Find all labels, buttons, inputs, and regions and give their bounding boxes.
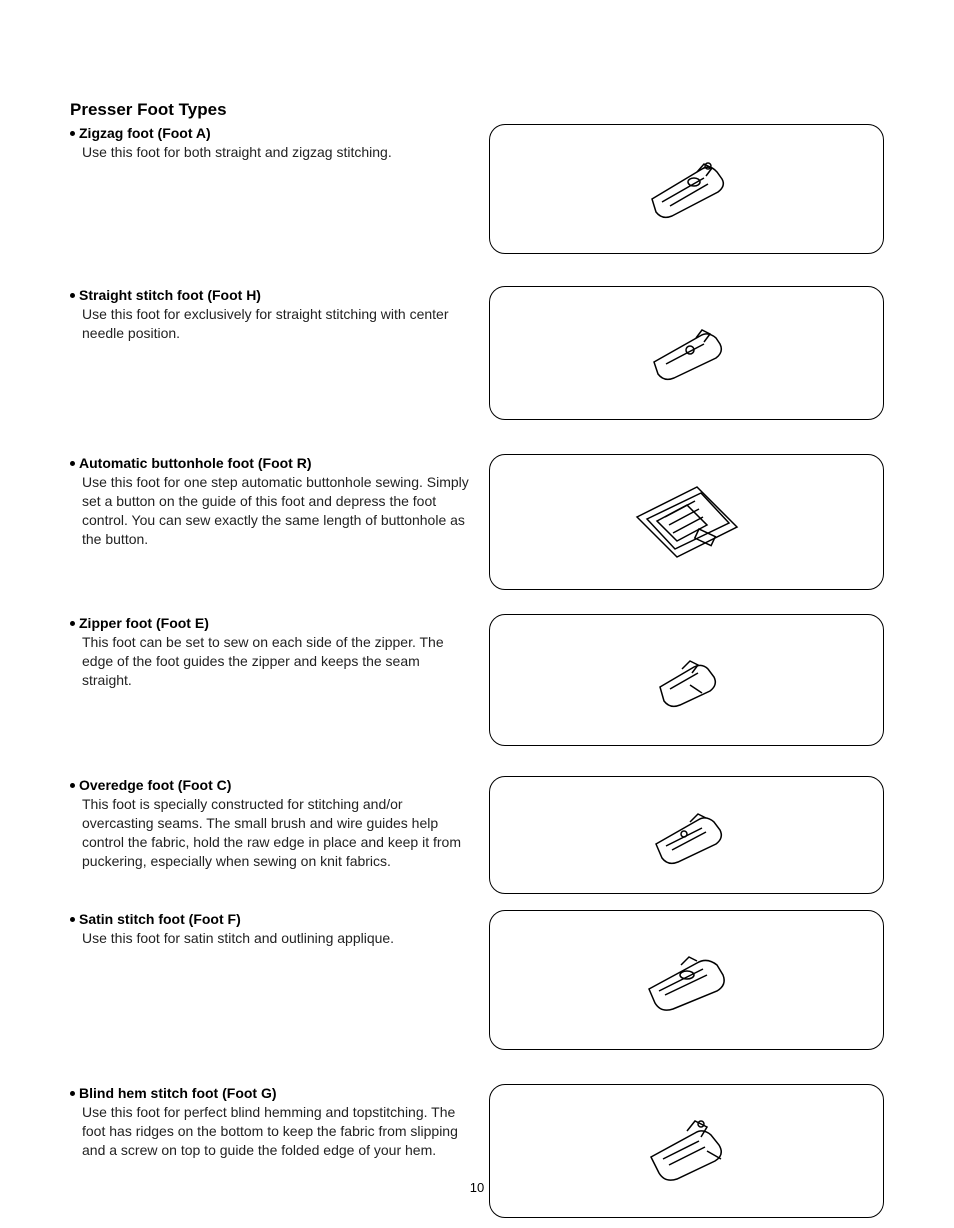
figure-blindhem-foot bbox=[489, 1084, 884, 1218]
bullet-icon bbox=[70, 131, 75, 136]
page-title: Presser Foot Types bbox=[70, 100, 884, 120]
figure-straight-foot bbox=[489, 286, 884, 420]
spacer bbox=[70, 264, 884, 286]
item-title-text: Automatic buttonhole foot (Foot R) bbox=[79, 455, 312, 471]
item-title: Straight stitch foot (Foot H) bbox=[70, 286, 469, 305]
foot-row-overedge: Overedge foot (Foot C) This foot is spec… bbox=[70, 776, 884, 894]
item-title: Blind hem stitch foot (Foot G) bbox=[70, 1084, 469, 1103]
item-desc: Use this foot for satin stitch and outli… bbox=[70, 929, 469, 948]
item-title: Zigzag foot (Foot A) bbox=[70, 124, 469, 143]
item-title: Overedge foot (Foot C) bbox=[70, 776, 469, 795]
buttonhole-foot-icon bbox=[627, 477, 747, 567]
item-title-text: Straight stitch foot (Foot H) bbox=[79, 287, 261, 303]
straight-foot-icon bbox=[642, 318, 732, 388]
satin-foot-icon bbox=[637, 945, 737, 1015]
foot-row-straight: Straight stitch foot (Foot H) Use this f… bbox=[70, 286, 884, 420]
zigzag-foot-icon bbox=[642, 154, 732, 224]
bullet-icon bbox=[70, 783, 75, 788]
foot-row-buttonhole: Automatic buttonhole foot (Foot R) Use t… bbox=[70, 454, 884, 590]
item-desc: Use this foot for one step automatic but… bbox=[70, 473, 469, 549]
bullet-icon bbox=[70, 1091, 75, 1096]
item-title-text: Satin stitch foot (Foot F) bbox=[79, 911, 241, 927]
spacer bbox=[70, 1060, 884, 1084]
foot-row-zipper: Zipper foot (Foot E) This foot can be se… bbox=[70, 614, 884, 746]
item-title-text: Overedge foot (Foot C) bbox=[79, 777, 231, 793]
zipper-foot-icon bbox=[642, 645, 732, 715]
item-title: Automatic buttonhole foot (Foot R) bbox=[70, 454, 469, 473]
figure-buttonhole-foot bbox=[489, 454, 884, 590]
item-desc: Use this foot for exclusively for straig… bbox=[70, 305, 469, 343]
content-list: Zigzag foot (Foot A) Use this foot for b… bbox=[70, 124, 884, 1228]
foot-row-blindhem: Blind hem stitch foot (Foot G) Use this … bbox=[70, 1084, 884, 1218]
item-title-text: Blind hem stitch foot (Foot G) bbox=[79, 1085, 277, 1101]
bullet-icon bbox=[70, 293, 75, 298]
foot-row-satin: Satin stitch foot (Foot F) Use this foot… bbox=[70, 910, 884, 1050]
bullet-icon bbox=[70, 621, 75, 626]
spacer bbox=[70, 430, 884, 454]
item-desc: Use this foot for perfect blind hemming … bbox=[70, 1103, 469, 1160]
spacer bbox=[70, 600, 884, 614]
figure-overedge-foot bbox=[489, 776, 884, 894]
figure-satin-foot bbox=[489, 910, 884, 1050]
figure-zigzag-foot bbox=[489, 124, 884, 254]
bullet-icon bbox=[70, 917, 75, 922]
item-title-text: Zipper foot (Foot E) bbox=[79, 615, 209, 631]
overedge-foot-icon bbox=[642, 800, 732, 870]
spacer bbox=[70, 756, 884, 776]
item-title-text: Zigzag foot (Foot A) bbox=[79, 125, 211, 141]
page-number: 10 bbox=[0, 1180, 954, 1195]
bullet-icon bbox=[70, 461, 75, 466]
item-desc: Use this foot for both straight and zigz… bbox=[70, 143, 469, 162]
item-desc: This foot can be set to sew on each side… bbox=[70, 633, 469, 690]
foot-row-zigzag: Zigzag foot (Foot A) Use this foot for b… bbox=[70, 124, 884, 254]
figure-zipper-foot bbox=[489, 614, 884, 746]
blindhem-foot-icon bbox=[637, 1111, 737, 1191]
item-title: Satin stitch foot (Foot F) bbox=[70, 910, 469, 929]
item-title: Zipper foot (Foot E) bbox=[70, 614, 469, 633]
item-desc: This foot is specially constructed for s… bbox=[70, 795, 469, 871]
